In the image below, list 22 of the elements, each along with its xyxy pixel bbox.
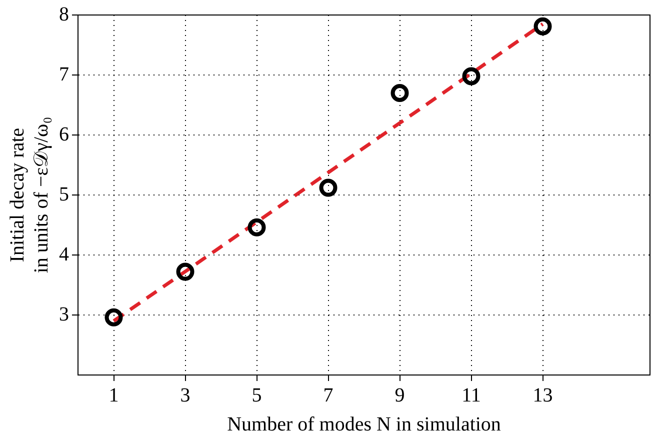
point bbox=[176, 262, 194, 281]
x-tick-label: 3 bbox=[180, 384, 190, 406]
x-tick-label: 7 bbox=[323, 384, 334, 406]
x-axis-title: Number of modes N in simulation bbox=[227, 413, 501, 436]
x-tick-label: 11 bbox=[462, 384, 481, 406]
x-tick-label: 13 bbox=[532, 384, 553, 406]
y-tick-label: 8 bbox=[59, 3, 69, 26]
point bbox=[319, 178, 338, 197]
y-tick-label: 6 bbox=[59, 123, 69, 146]
y-tick-label: 4 bbox=[59, 243, 69, 266]
point bbox=[248, 218, 266, 236]
point bbox=[462, 67, 480, 86]
y-axis-title: Initial decay rate in units of −ε𝒟γ/ω₀ bbox=[6, 116, 52, 274]
y-tick-label: 5 bbox=[59, 183, 69, 206]
point bbox=[390, 84, 409, 102]
x-tick-label: 5 bbox=[252, 384, 262, 406]
x-tick-label: 9 bbox=[394, 384, 405, 406]
point bbox=[534, 17, 552, 36]
y-tick-label: 3 bbox=[59, 303, 69, 326]
y-tick-label: 7 bbox=[59, 63, 69, 86]
point bbox=[104, 308, 123, 326]
x-tick-label: 1 bbox=[108, 384, 119, 406]
